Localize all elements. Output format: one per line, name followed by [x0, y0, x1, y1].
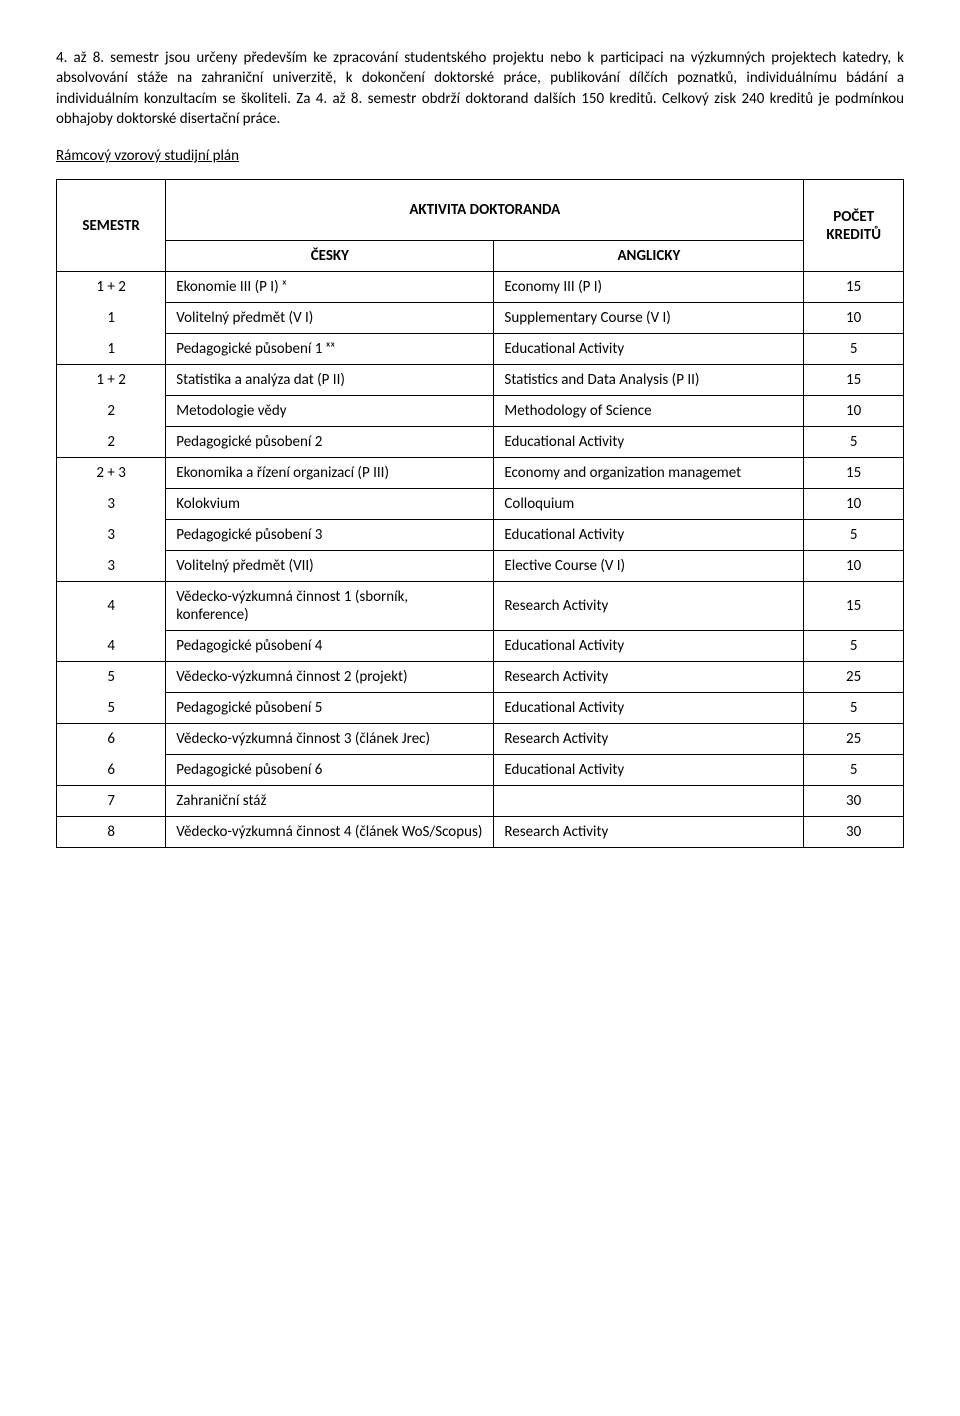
cell-credits: 5 [804, 334, 904, 365]
cell-english: Educational Activity [494, 693, 804, 724]
table-row: 1 + 2Statistika a analýza dat (P II)Stat… [57, 365, 904, 396]
cell-czech: Pedagogické působení 3 [166, 520, 494, 551]
cell-czech: Vědecko-výzkumná činnost 2 (projekt) [166, 662, 494, 693]
table-row: 5Pedagogické působení 5Educational Activ… [57, 693, 904, 724]
cell-credits: 5 [804, 693, 904, 724]
cell-english: Economy and organization managemet [494, 458, 804, 489]
cell-credits: 10 [804, 489, 904, 520]
cell-english: Statistics and Data Analysis (P II) [494, 365, 804, 396]
cell-czech: Vědecko-výzkumná činnost 3 (článek Jrec) [166, 724, 494, 755]
cell-credits: 5 [804, 427, 904, 458]
header-anglicky: ANGLICKY [494, 241, 804, 272]
cell-czech: Pedagogické působení 1 ˣˣ [166, 334, 494, 365]
cell-czech: Pedagogické působení 2 [166, 427, 494, 458]
cell-czech: Volitelný předmět (VII) [166, 551, 494, 582]
cell-semester: 1 [57, 334, 166, 365]
cell-czech: Statistika a analýza dat (P II) [166, 365, 494, 396]
table-row: 7Zahraniční stáž 30 [57, 786, 904, 817]
cell-credits: 10 [804, 303, 904, 334]
cell-credits: 5 [804, 755, 904, 786]
cell-credits: 30 [804, 817, 904, 848]
header-cesky: ČESKY [166, 241, 494, 272]
cell-credits: 15 [804, 365, 904, 396]
cell-english: Research Activity [494, 662, 804, 693]
cell-english: Research Activity [494, 582, 804, 631]
cell-semester: 2 [57, 396, 166, 427]
table-row: 5Vědecko-výzkumná činnost 2 (projekt)Res… [57, 662, 904, 693]
table-row: 2Pedagogické působení 2Educational Activ… [57, 427, 904, 458]
cell-credits: 5 [804, 631, 904, 662]
cell-semester: 6 [57, 755, 166, 786]
plan-title: Rámcový vzorový studijní plán [56, 147, 904, 165]
cell-semester: 3 [57, 520, 166, 551]
cell-semester: 2 + 3 [57, 458, 166, 489]
cell-credits: 25 [804, 724, 904, 755]
cell-semester: 7 [57, 786, 166, 817]
cell-credits: 10 [804, 396, 904, 427]
cell-semester: 3 [57, 551, 166, 582]
cell-english: Supplementary Course (V I) [494, 303, 804, 334]
cell-english: Methodology of Science [494, 396, 804, 427]
cell-english: Educational Activity [494, 520, 804, 551]
cell-credits: 15 [804, 272, 904, 303]
cell-credits: 5 [804, 520, 904, 551]
header-aktivita: AKTIVITA DOKTORANDA [166, 180, 804, 241]
cell-english: Educational Activity [494, 427, 804, 458]
cell-czech: Pedagogické působení 6 [166, 755, 494, 786]
cell-czech: Metodologie vědy [166, 396, 494, 427]
cell-english: Research Activity [494, 724, 804, 755]
table-row: 1Volitelný předmět (V I)Supplementary Co… [57, 303, 904, 334]
cell-english: Educational Activity [494, 755, 804, 786]
cell-czech: Kolokvium [166, 489, 494, 520]
header-semestr: SEMESTR [57, 180, 166, 272]
cell-semester: 1 + 2 [57, 272, 166, 303]
cell-credits: 10 [804, 551, 904, 582]
table-row: 3KolokviumColloquium10 [57, 489, 904, 520]
cell-semester: 2 [57, 427, 166, 458]
cell-czech: Vědecko-výzkumná činnost 4 (článek WoS/S… [166, 817, 494, 848]
cell-english: Educational Activity [494, 334, 804, 365]
table-row: 3Volitelný předmět (VII)Elective Course … [57, 551, 904, 582]
cell-semester: 4 [57, 631, 166, 662]
cell-czech: Pedagogické působení 4 [166, 631, 494, 662]
cell-semester: 8 [57, 817, 166, 848]
cell-semester: 4 [57, 582, 166, 631]
cell-czech: Volitelný předmět (V I) [166, 303, 494, 334]
table-row: 3Pedagogické působení 3Educational Activ… [57, 520, 904, 551]
cell-semester: 1 [57, 303, 166, 334]
table-row: 1 + 2Ekonomie III (P I) ˣEconomy III (P … [57, 272, 904, 303]
cell-semester: 1 + 2 [57, 365, 166, 396]
table-row: 6Pedagogické působení 6Educational Activ… [57, 755, 904, 786]
cell-english: Elective Course (V I) [494, 551, 804, 582]
cell-czech: Vědecko-výzkumná činnost 1 (sborník, kon… [166, 582, 494, 631]
cell-semester: 3 [57, 489, 166, 520]
header-pocet: POČET KREDITŮ [804, 180, 904, 272]
cell-semester: 5 [57, 693, 166, 724]
intro-paragraph: 4. až 8. semestr jsou určeny především k… [56, 48, 904, 129]
table-row: 6Vědecko-výzkumná činnost 3 (článek Jrec… [57, 724, 904, 755]
cell-czech: Zahraniční stáž [166, 786, 494, 817]
table-row: 1Pedagogické působení 1 ˣˣEducational Ac… [57, 334, 904, 365]
table-row: 2 + 3Ekonomika a řízení organizací (P II… [57, 458, 904, 489]
cell-english: Colloquium [494, 489, 804, 520]
cell-english: Research Activity [494, 817, 804, 848]
study-plan-table: SEMESTR AKTIVITA DOKTORANDA POČET KREDIT… [56, 179, 904, 848]
table-row: 2Metodologie vědyMethodology of Science1… [57, 396, 904, 427]
cell-czech: Ekonomie III (P I) ˣ [166, 272, 494, 303]
cell-english [494, 786, 804, 817]
table-row: 4Pedagogické působení 4Educational Activ… [57, 631, 904, 662]
cell-credits: 30 [804, 786, 904, 817]
cell-credits: 15 [804, 582, 904, 631]
cell-credits: 15 [804, 458, 904, 489]
cell-semester: 5 [57, 662, 166, 693]
cell-semester: 6 [57, 724, 166, 755]
cell-english: Economy III (P I) [494, 272, 804, 303]
cell-english: Educational Activity [494, 631, 804, 662]
cell-czech: Ekonomika a řízení organizací (P III) [166, 458, 494, 489]
cell-credits: 25 [804, 662, 904, 693]
cell-czech: Pedagogické působení 5 [166, 693, 494, 724]
table-row: 8Vědecko-výzkumná činnost 4 (článek WoS/… [57, 817, 904, 848]
table-row: 4Vědecko-výzkumná činnost 1 (sborník, ko… [57, 582, 904, 631]
